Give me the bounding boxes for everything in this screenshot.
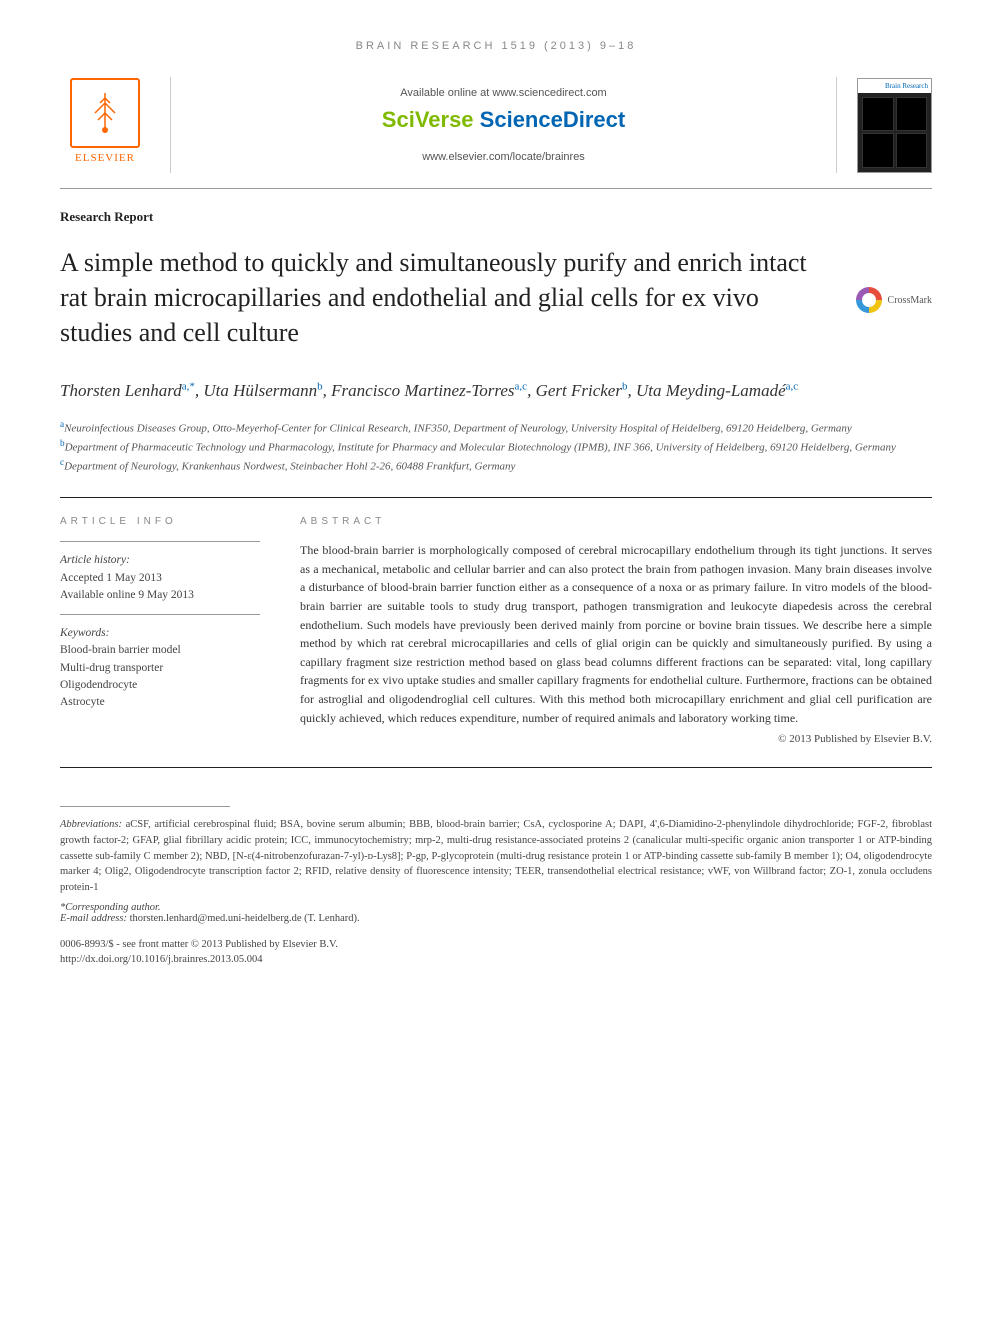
journal-cover-thumbnail: Brain Research	[857, 78, 932, 173]
doi-link[interactable]: http://dx.doi.org/10.1016/j.brainres.201…	[60, 953, 932, 968]
info-rule-2	[60, 614, 260, 615]
article-type: Research Report	[60, 209, 932, 225]
doi-block: 0006-8993/$ - see front matter © 2013 Pu…	[60, 938, 932, 967]
keywords-list: Blood-brain barrier modelMulti-drug tran…	[60, 642, 260, 711]
cover-image-icon	[858, 93, 931, 172]
abstract-text: The blood-brain barrier is morphological…	[300, 541, 932, 727]
author-list: Thorsten Lenharda,*, Uta Hülsermannb, Fr…	[60, 378, 932, 404]
article-info-heading: ARTICLE INFO	[60, 516, 260, 527]
publisher-header: ELSEVIER Available online at www.science…	[60, 77, 932, 173]
keyword-item: Astrocyte	[60, 694, 260, 711]
elsevier-logo: ELSEVIER	[60, 78, 150, 173]
keywords-label: Keywords:	[60, 625, 260, 642]
abbreviations-label: Abbreviations:	[60, 819, 122, 830]
online-date: Available online 9 May 2013	[60, 587, 260, 604]
affiliation-line: cDepartment of Neurology, Krankenhaus No…	[60, 456, 932, 475]
abstract-column: ABSTRACT The blood-brain barrier is morp…	[300, 516, 932, 745]
sciverse-logo: SciVerse ScienceDirect	[191, 107, 816, 133]
available-online-text: Available online at www.sciencedirect.co…	[191, 87, 816, 99]
sciverse-part1: SciVerse	[382, 107, 480, 132]
corresponding-email[interactable]: thorsten.lenhard@med.uni-heidelberg.de (…	[130, 913, 360, 924]
article-title: A simple method to quickly and simultane…	[60, 245, 826, 350]
abbreviations-footnote: Abbreviations: aCSF, artificial cerebros…	[60, 817, 932, 896]
footnote-rule	[60, 806, 230, 807]
crossmark-label: CrossMark	[888, 295, 932, 306]
crossmark-icon	[856, 287, 882, 313]
keyword-item: Blood-brain barrier model	[60, 642, 260, 659]
corresponding-author: *Corresponding author. E-mail address: t…	[60, 902, 932, 924]
abstract-heading: ABSTRACT	[300, 516, 932, 527]
article-info-column: ARTICLE INFO Article history: Accepted 1…	[60, 516, 260, 745]
title-rule	[60, 497, 932, 498]
accepted-date: Accepted 1 May 2013	[60, 570, 260, 587]
cover-title: Brain Research	[858, 79, 931, 93]
affiliation-line: bDepartment of Pharmaceutic Technology u…	[60, 437, 932, 456]
elsevier-tree-icon	[70, 78, 140, 148]
header-rule	[60, 188, 932, 189]
corresponding-label: *Corresponding author.	[60, 902, 932, 913]
abbreviations-text: aCSF, artificial cerebrospinal fluid; BS…	[60, 819, 932, 893]
info-rule-1	[60, 541, 260, 542]
abstract-rule	[60, 767, 932, 768]
history-label: Article history:	[60, 552, 260, 569]
sciverse-part2: ScienceDirect	[480, 107, 626, 132]
affiliation-line: aNeuroinfectious Diseases Group, Otto-Me…	[60, 418, 932, 437]
copyright-line: © 2013 Published by Elsevier B.V.	[300, 733, 932, 745]
journal-homepage-link[interactable]: www.elsevier.com/locate/brainres	[191, 151, 816, 163]
email-label: E-mail address:	[60, 913, 127, 924]
platform-block: Available online at www.sciencedirect.co…	[170, 77, 837, 173]
keyword-item: Oligodendrocyte	[60, 677, 260, 694]
affiliations: aNeuroinfectious Diseases Group, Otto-Me…	[60, 418, 932, 475]
running-head: BRAIN RESEARCH 1519 (2013) 9–18	[60, 40, 932, 52]
crossmark-badge[interactable]: CrossMark	[856, 250, 932, 350]
issn-line: 0006-8993/$ - see front matter © 2013 Pu…	[60, 938, 932, 953]
keyword-item: Multi-drug transporter	[60, 660, 260, 677]
elsevier-text: ELSEVIER	[75, 152, 135, 164]
